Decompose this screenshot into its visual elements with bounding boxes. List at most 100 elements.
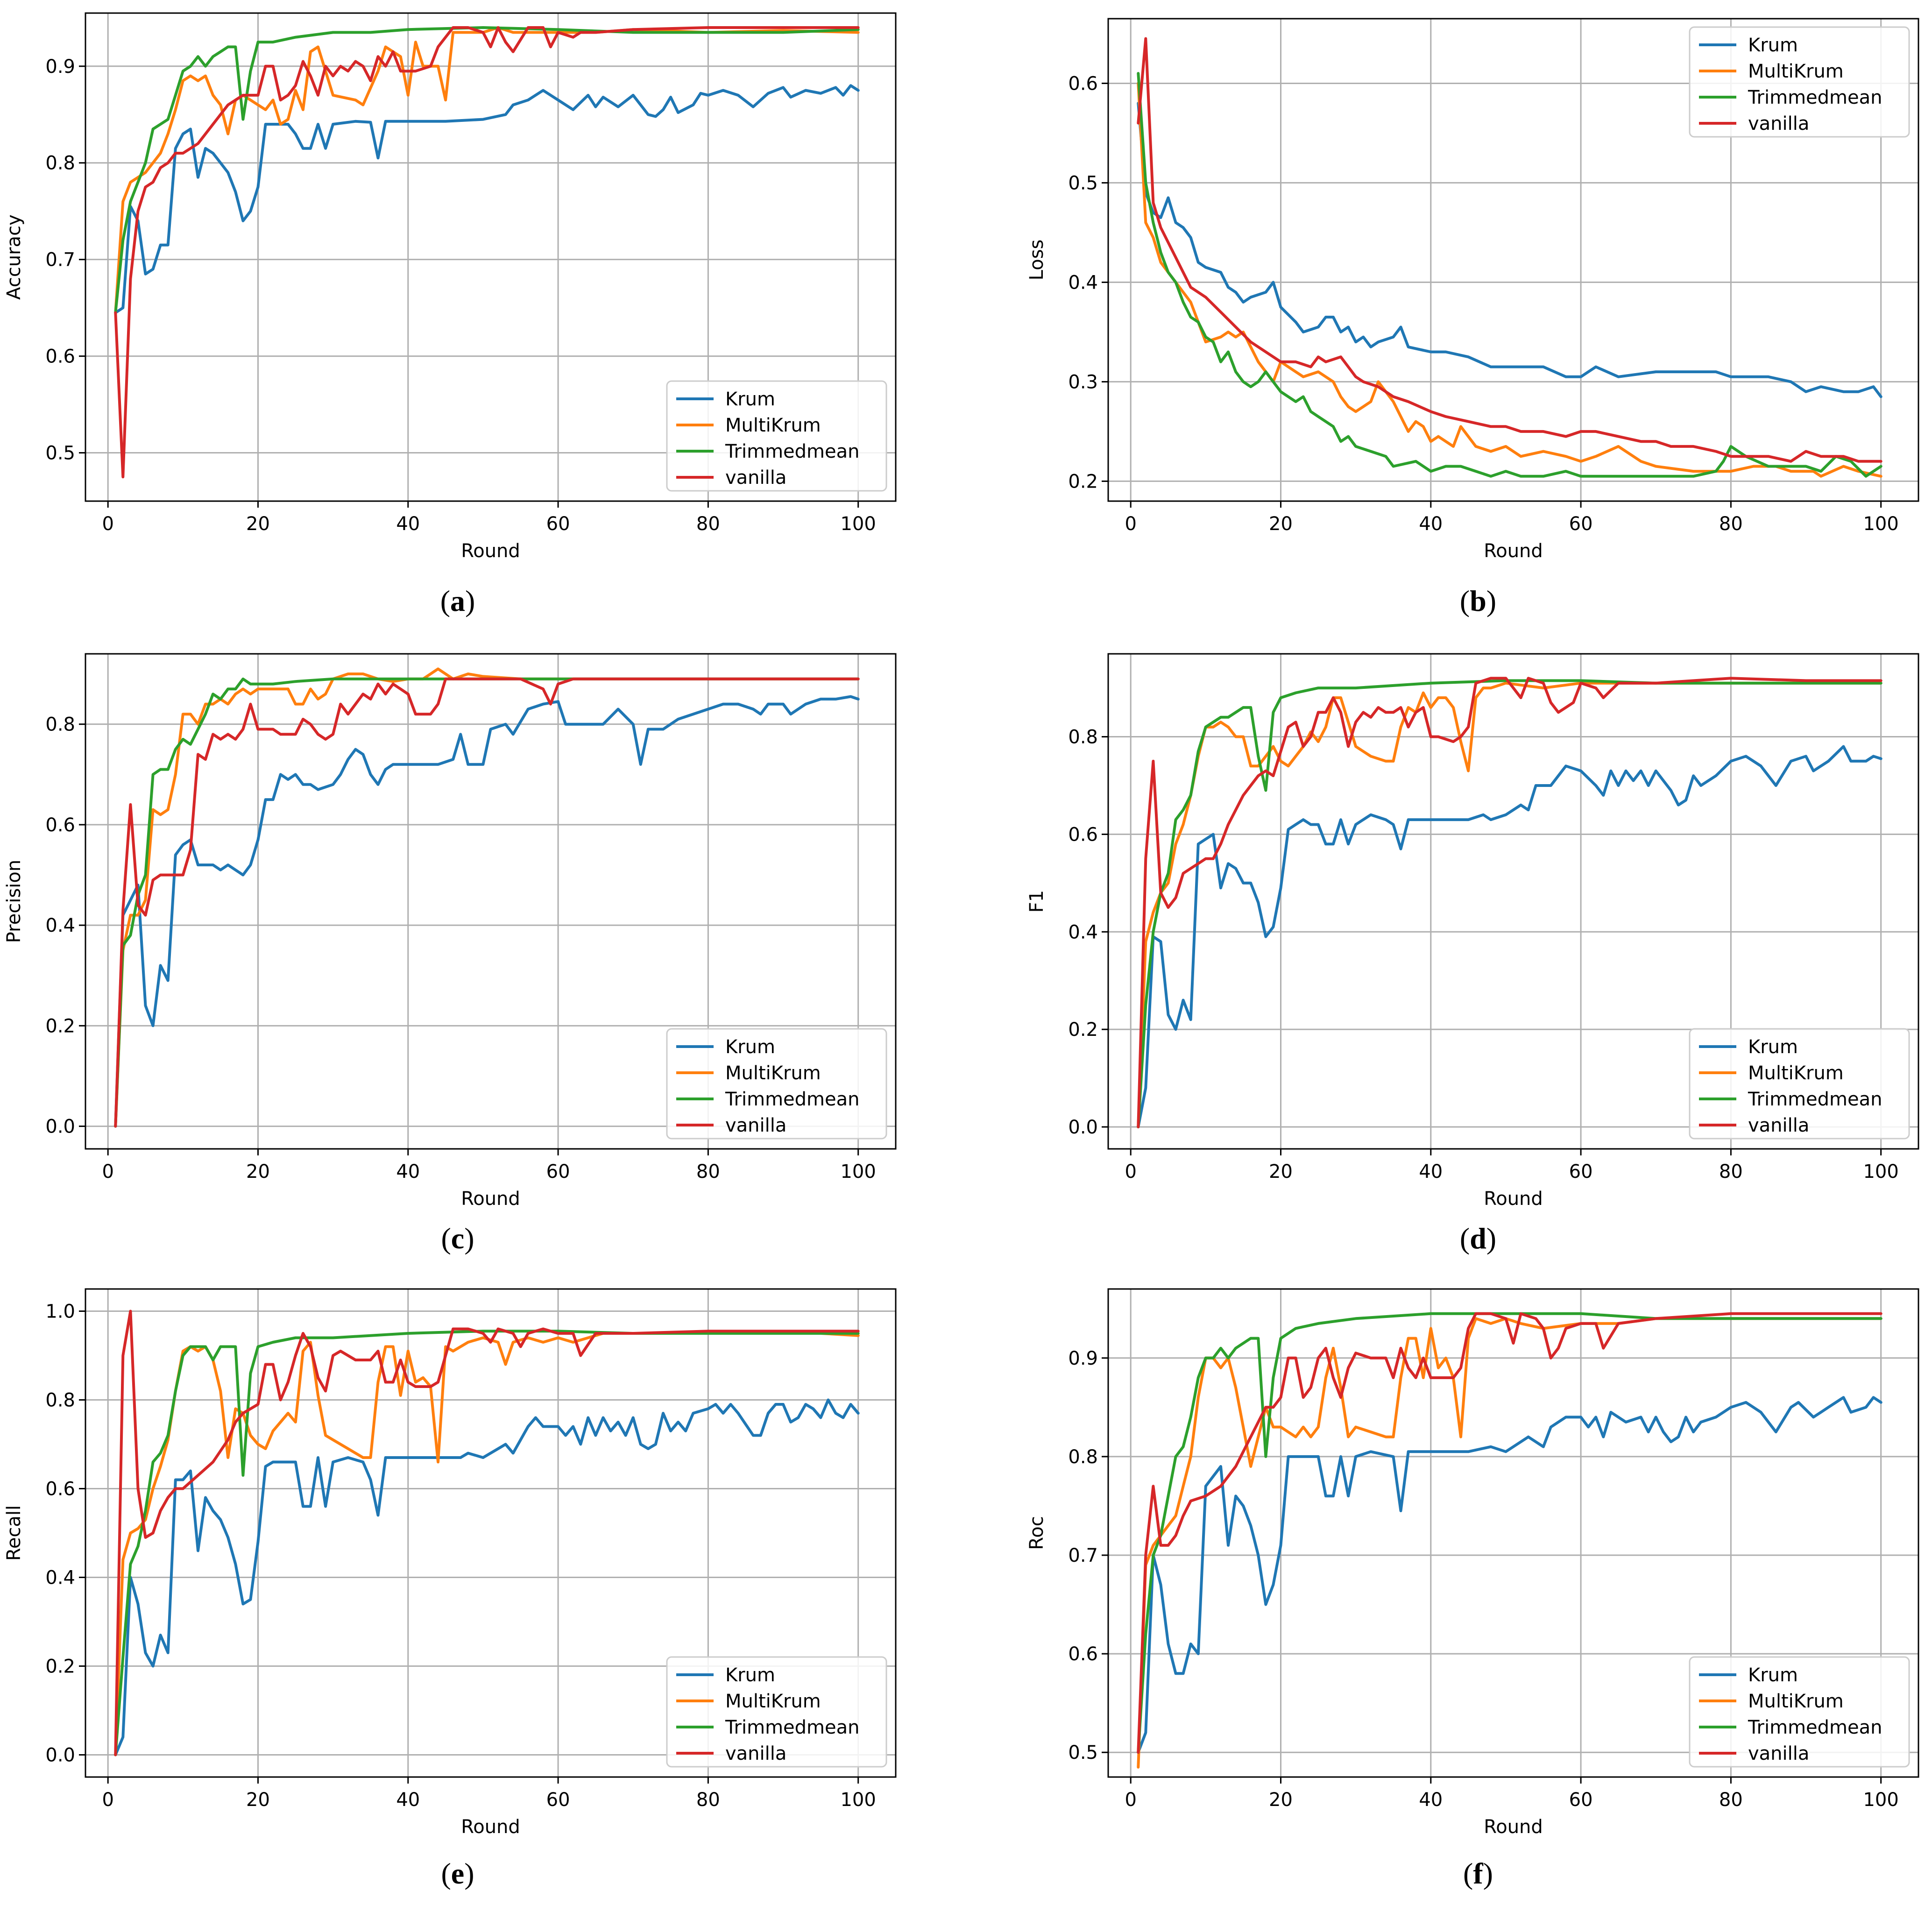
x-tick-label: 40 (1419, 1161, 1443, 1183)
x-tick-label: 60 (1569, 1161, 1593, 1183)
chart-b: 0 20 40 60 80 100 0.2 0.3 0.4 0.5 0.6 Round Loss Krum… (1026, 18, 1919, 562)
x-tick-label: 20 (246, 1789, 270, 1811)
series-group (114, 1310, 860, 1756)
y-tick-label: 1.0 (45, 1301, 75, 1323)
legend-label-krum: Krum (1748, 1036, 1798, 1058)
panel-label-a: (a) (440, 584, 475, 617)
panel-label-d: (d) (1459, 1222, 1497, 1255)
x-tick-label: 100 (840, 513, 876, 535)
series-line-krum (1137, 102, 1882, 398)
series-line-vanilla (114, 26, 860, 479)
legend-label-trimmedmean: Trimmedmean (1748, 87, 1882, 108)
x-axis-label: Round (461, 1188, 520, 1210)
legend: Krum MultiKrum Trimmedmean vanilla (666, 380, 887, 492)
panel-label-b: (b) (1459, 584, 1497, 617)
y-tick-label: 0.4 (1068, 272, 1098, 293)
legend-label-vanilla: vanilla (725, 1743, 786, 1764)
series-line-vanilla (1137, 1312, 1882, 1754)
series-group (114, 667, 860, 1128)
legend-label-multikrum: MultiKrum (725, 415, 821, 436)
series-line-trimmedmean (1137, 679, 1882, 1128)
panel-label-f: (f) (1463, 1857, 1493, 1890)
y-tick-label: 0.7 (45, 249, 75, 271)
series-group (1137, 37, 1882, 478)
x-tick-label: 80 (1719, 1789, 1743, 1811)
x-tick-label: 100 (840, 1789, 876, 1811)
legend-label-vanilla: vanilla (725, 467, 786, 489)
series-line-krum (1137, 745, 1882, 1128)
x-tick-label: 60 (546, 1161, 570, 1183)
y-tick-label: 0.7 (1068, 1545, 1098, 1566)
legend-label-multikrum: MultiKrum (725, 1691, 821, 1712)
y-tick-label: 0.8 (45, 714, 75, 736)
x-tick-label: 80 (696, 513, 720, 535)
x-tick-label: 100 (1863, 513, 1898, 535)
x-axis-label: Round (1484, 1816, 1543, 1838)
x-axis-label: Round (461, 1816, 520, 1838)
y-axis-label: Accuracy (3, 214, 25, 300)
plot-frame (1107, 653, 1919, 1150)
chart-a: 0 20 40 60 80 100 0.5 0.6 0.7 0.8 0.9 Round Accuracy… (3, 12, 897, 562)
y-tick-label: 0.9 (45, 56, 75, 78)
x-tick-label: 20 (246, 513, 270, 535)
x-tick-label: 0 (1125, 1161, 1136, 1183)
plot-frame (1107, 1288, 1919, 1778)
x-tick-label: 0 (1125, 513, 1136, 535)
y-tick-label: 0.9 (1068, 1348, 1098, 1369)
legend-label-trimmedmean: Trimmedmean (725, 1717, 859, 1738)
series-group (114, 26, 860, 479)
chart-e: 0 20 40 60 80 100 0.0 0.2 0.4 0.6 0.8 1.0 Round Recal… (3, 1288, 897, 1838)
series-line-vanilla (1137, 37, 1882, 463)
legend-label-multikrum: MultiKrum (1748, 1062, 1844, 1084)
y-tick-label: 0.4 (45, 1567, 75, 1589)
y-tick-label: 0.8 (45, 1390, 75, 1411)
legend: Krum MultiKrum Trimmedmean vanilla (1689, 1656, 1910, 1768)
legend-box (666, 1028, 887, 1140)
x-tick-label: 80 (696, 1789, 720, 1811)
x-tick-label: 40 (1419, 513, 1443, 535)
panel-label-e: (e) (441, 1857, 474, 1890)
x-tick-label: 80 (1719, 513, 1743, 535)
x-tick-label: 40 (396, 513, 420, 535)
series-line-trimmedmean (114, 26, 860, 314)
legend: Krum MultiKrum Trimmedmean vanilla (1689, 26, 1910, 138)
x-tick-label: 60 (1569, 513, 1593, 535)
x-tick-label: 100 (840, 1161, 876, 1183)
plot-frame (85, 1288, 897, 1778)
y-axis-label: Roc (1026, 1516, 1047, 1550)
legend-label-multikrum: MultiKrum (1748, 1691, 1844, 1712)
legend-label-trimmedmean: Trimmedmean (1748, 1089, 1882, 1110)
legend-box (666, 1656, 887, 1768)
legend-label-vanilla: vanilla (725, 1115, 786, 1136)
legend-label-krum: Krum (725, 389, 775, 410)
legend-label-trimmedmean: Trimmedmean (725, 441, 859, 462)
y-tick-label: 0.6 (1068, 73, 1098, 94)
y-tick-label: 0.8 (1068, 1446, 1098, 1468)
y-tick-label: 0.6 (45, 346, 75, 368)
y-tick-label: 0.2 (45, 1015, 75, 1037)
series-line-trimmedmean (1137, 1312, 1882, 1754)
series-line-multikrum (114, 667, 860, 1128)
y-tick-label: 0.6 (1068, 824, 1098, 845)
x-tick-label: 0 (102, 1161, 113, 1183)
plot-frame (1107, 18, 1919, 502)
y-tick-label: 0.2 (1068, 1019, 1098, 1041)
x-tick-label: 20 (1269, 513, 1293, 535)
series-line-multikrum (1137, 1317, 1882, 1769)
legend-label-vanilla: vanilla (1748, 113, 1809, 135)
y-axis-label: F1 (1026, 890, 1047, 913)
y-tick-label: 0.6 (45, 1479, 75, 1500)
y-tick-label: 0.3 (1068, 371, 1098, 393)
legend-box (666, 380, 887, 492)
x-tick-label: 80 (696, 1161, 720, 1183)
y-tick-label: 0.6 (1068, 1643, 1098, 1665)
x-tick-label: 40 (396, 1789, 420, 1811)
y-tick-label: 0.8 (45, 153, 75, 174)
legend-label-trimmedmean: Trimmedmean (1748, 1717, 1882, 1738)
y-axis-label: Recall (3, 1505, 25, 1561)
x-tick-label: 60 (546, 1789, 570, 1811)
panel-label-c: (c) (441, 1222, 474, 1255)
series-line-krum (114, 695, 860, 1128)
y-tick-label: 0.4 (45, 915, 75, 936)
